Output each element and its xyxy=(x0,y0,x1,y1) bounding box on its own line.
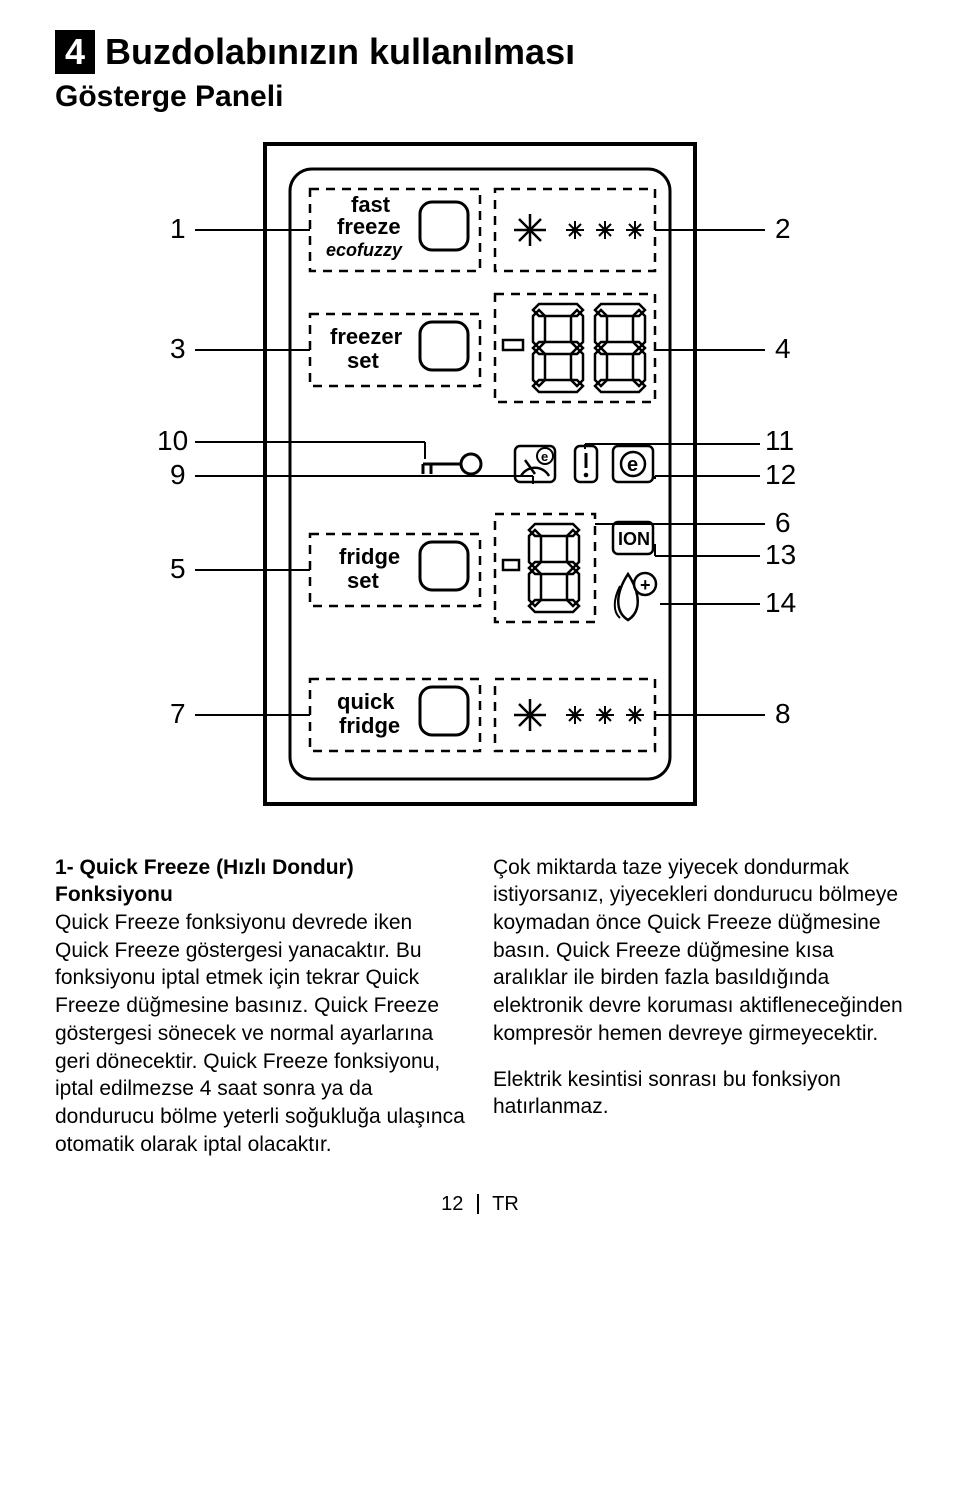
page-lang: TR xyxy=(492,1193,519,1215)
svg-text:+: + xyxy=(640,575,651,595)
section-title: Buzdolabınızın kullanılması xyxy=(105,31,575,73)
col2-p2: Elektrik kesintisi sonrası bu fonksiyon … xyxy=(493,1066,905,1121)
svg-text:3: 3 xyxy=(170,333,186,364)
svg-text:10: 10 xyxy=(157,425,188,456)
svg-text:quick: quick xyxy=(337,689,395,714)
svg-text:14: 14 xyxy=(765,587,796,618)
svg-text:4: 4 xyxy=(775,333,791,364)
subtitle: Gösterge Paneli xyxy=(55,80,905,114)
section-number: 4 xyxy=(55,30,95,74)
col1-text: Quick Freeze fonksiyonu devrede iken Qui… xyxy=(55,909,467,1158)
svg-text:freeze: freeze xyxy=(337,214,401,239)
svg-text:6: 6 xyxy=(775,507,791,538)
e-box-icon: e xyxy=(613,446,653,482)
col2-p1: Çok miktarda taze yiyecek dondurmak isti… xyxy=(493,854,905,1048)
svg-text:9: 9 xyxy=(170,459,186,490)
freezer-digits xyxy=(495,294,655,402)
col1-heading: 1- Quick Freeze (Hızlı Dondur) Fonksiyon… xyxy=(55,854,467,909)
snowflakes-bottom xyxy=(495,679,655,751)
snowflakes-top xyxy=(495,189,655,271)
panel-diagram: fast freeze ecofuzzy freezer set xyxy=(55,134,905,814)
column-left: 1- Quick Freeze (Hızlı Dondur) Fonksiyon… xyxy=(55,854,467,1159)
exclaim-icon xyxy=(575,446,597,482)
ion-icon: ION xyxy=(613,522,653,554)
svg-text:8: 8 xyxy=(775,698,791,729)
quick-fridge-group: quick fridge xyxy=(310,679,480,751)
svg-text:freezer: freezer xyxy=(330,324,403,349)
fridge-set-group: fridge set xyxy=(310,534,480,606)
svg-text:12: 12 xyxy=(765,459,796,490)
svg-text:13: 13 xyxy=(765,539,796,570)
page-footer: 12 TR xyxy=(55,1193,905,1216)
fridge-digit xyxy=(495,514,595,622)
key-icon xyxy=(423,454,481,474)
svg-text:ecofuzzy: ecofuzzy xyxy=(326,240,403,260)
diagram-svg: fast freeze ecofuzzy freezer set xyxy=(115,134,845,814)
svg-text:fridge: fridge xyxy=(339,544,400,569)
column-right: Çok miktarda taze yiyecek dondurmak isti… xyxy=(493,854,905,1159)
svg-text:e: e xyxy=(541,449,548,464)
svg-text:7: 7 xyxy=(170,698,186,729)
svg-text:e: e xyxy=(627,454,638,476)
svg-text:11: 11 xyxy=(765,425,794,456)
svg-text:set: set xyxy=(347,348,379,373)
svg-text:5: 5 xyxy=(170,553,186,584)
svg-text:set: set xyxy=(347,568,379,593)
svg-text:fridge: fridge xyxy=(339,713,400,738)
svg-text:ION: ION xyxy=(618,529,650,549)
drop-plus-icon: + xyxy=(615,573,656,620)
svg-text:2: 2 xyxy=(775,213,791,244)
svg-text:1: 1 xyxy=(170,213,186,244)
fast-freeze-group: fast freeze ecofuzzy xyxy=(310,189,480,271)
freezer-set-group: freezer set xyxy=(310,314,480,386)
page-number: 12 xyxy=(441,1193,463,1215)
